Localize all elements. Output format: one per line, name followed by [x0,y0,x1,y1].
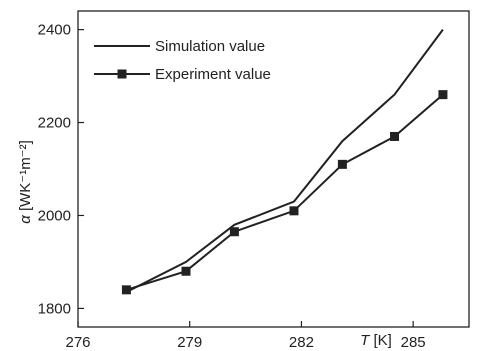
axis-ticks: 276 279 282 285 1800 2000 2200 2400 [38,22,426,351]
plot-area [77,10,470,328]
plot-frame [77,10,470,328]
y-axis-label: α [WK⁻¹m⁻²] [17,140,34,224]
data-point [438,90,448,100]
data-point [229,227,239,237]
legend-label-1: Simulation value [155,38,265,55]
series-layer [121,29,448,295]
x-tick-label: 282 [289,334,314,351]
y-tick-label: 2200 [38,115,71,132]
y-tick-label: 2400 [38,22,71,39]
data-point [390,131,400,141]
x-tick-label: 276 [65,334,90,351]
legend: Simulation value Experiment value [94,38,271,83]
series-line-1 [125,29,444,293]
y-tick-label: 1800 [38,300,71,317]
data-point [289,206,299,216]
data-point [181,266,191,276]
x-tick-label: 285 [401,334,426,351]
legend-label-2: Experiment value [155,66,271,83]
data-point [121,285,131,295]
y-tick-label: 2000 [38,207,71,224]
legend-marker [117,69,127,79]
x-tick-label: 279 [177,334,202,351]
x-axis-label: T [K] [360,332,392,349]
series-line-2 [126,93,444,291]
data-point [337,159,347,169]
